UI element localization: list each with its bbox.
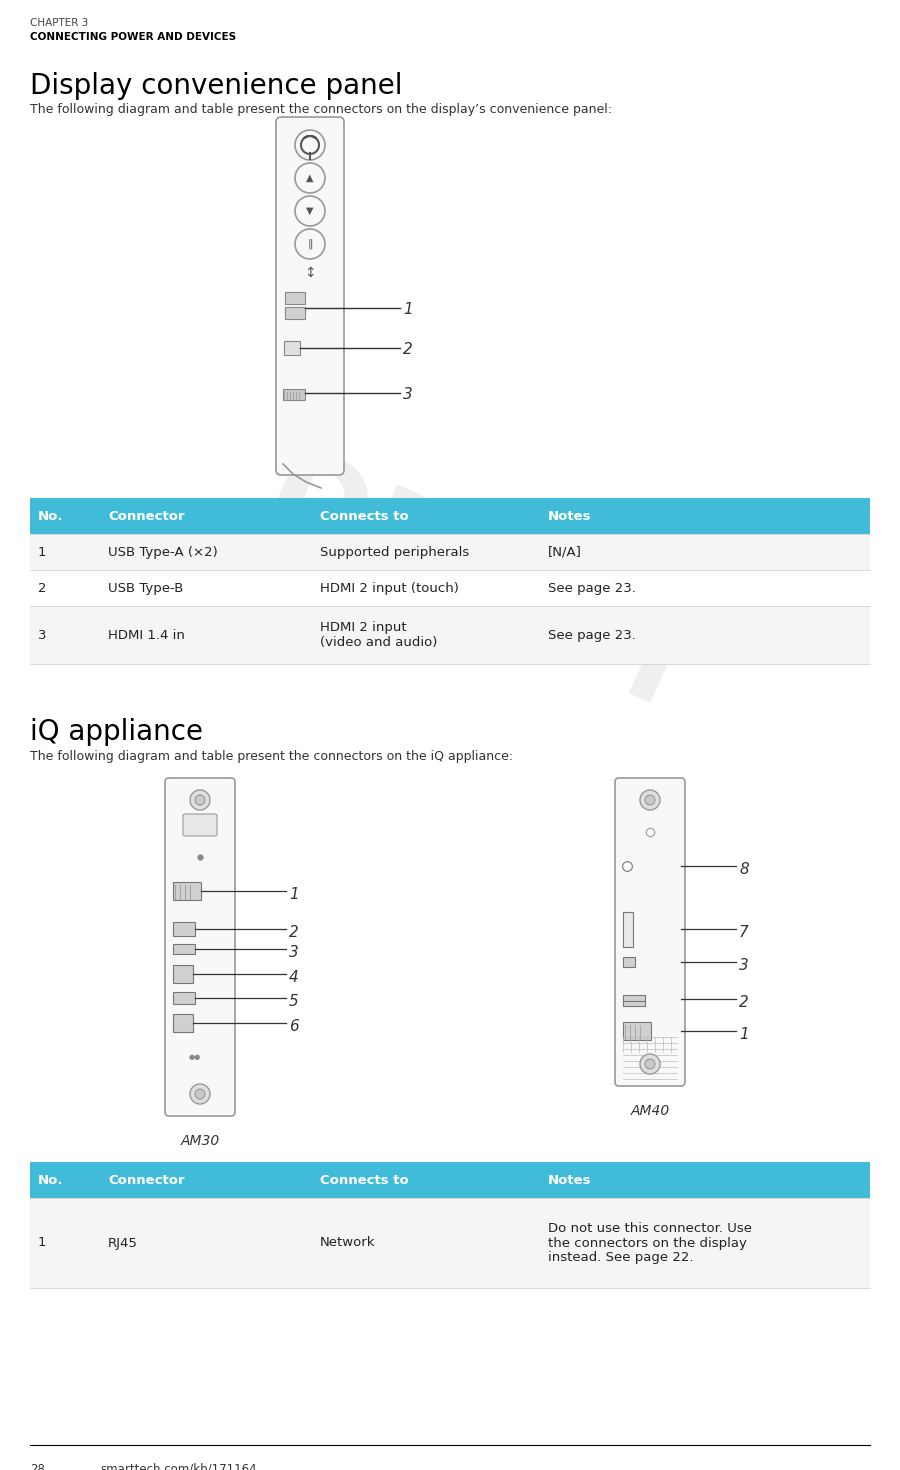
Text: 3: 3 (739, 958, 749, 973)
Bar (623, 995, 645, 1001)
Bar (173, 964, 193, 983)
Bar (173, 1014, 193, 1032)
Circle shape (195, 1089, 205, 1100)
Text: Supported peripherals: Supported peripherals (320, 545, 469, 559)
Text: ↕: ↕ (304, 266, 316, 279)
Bar (30, 1161, 870, 1198)
Text: 8: 8 (739, 861, 749, 878)
Text: Display convenience panel: Display convenience panel (30, 72, 402, 100)
Text: iQ appliance: iQ appliance (30, 717, 203, 745)
Circle shape (295, 163, 325, 193)
Text: ▼: ▼ (306, 206, 314, 216)
FancyBboxPatch shape (183, 814, 217, 836)
Circle shape (295, 229, 325, 259)
Bar (623, 957, 635, 967)
Text: 3: 3 (38, 629, 47, 641)
Circle shape (190, 789, 210, 810)
Text: 1: 1 (38, 1236, 47, 1250)
Text: 5: 5 (289, 994, 299, 1008)
Text: 6: 6 (289, 1019, 299, 1033)
Text: USB Type-B: USB Type-B (108, 582, 184, 594)
Text: Connector: Connector (108, 510, 184, 522)
Text: [N/A]: [N/A] (548, 545, 582, 559)
Bar (30, 534, 870, 570)
Text: Do not use this connector. Use
the connectors on the display
instead. See page 2: Do not use this connector. Use the conne… (548, 1222, 752, 1264)
Text: 2: 2 (38, 582, 47, 594)
Bar (30, 570, 870, 606)
Text: HDMI 1.4 in: HDMI 1.4 in (108, 629, 184, 641)
Text: 1: 1 (289, 886, 299, 903)
Bar (283, 390, 305, 400)
Text: 3: 3 (289, 945, 299, 960)
Bar (30, 498, 870, 534)
Text: See page 23.: See page 23. (548, 629, 636, 641)
Bar (285, 307, 305, 319)
FancyBboxPatch shape (165, 778, 235, 1116)
Circle shape (640, 789, 660, 810)
Bar (173, 944, 195, 954)
Text: 1: 1 (38, 545, 47, 559)
Text: CONNECTING POWER AND DEVICES: CONNECTING POWER AND DEVICES (30, 32, 236, 43)
Bar (623, 1000, 645, 1005)
Text: No.: No. (38, 510, 64, 522)
Text: HDMI 2 input (touch): HDMI 2 input (touch) (320, 582, 459, 594)
Text: 1: 1 (739, 1028, 749, 1042)
Text: Network: Network (320, 1236, 375, 1250)
Text: AM30: AM30 (180, 1133, 220, 1148)
Text: CHAPTER 3: CHAPTER 3 (30, 18, 88, 28)
Text: AM40: AM40 (630, 1104, 670, 1119)
Text: 2: 2 (739, 995, 749, 1010)
FancyBboxPatch shape (615, 778, 685, 1086)
Bar (284, 341, 300, 354)
Bar (623, 1022, 651, 1039)
Text: DRAFT: DRAFT (243, 437, 717, 744)
Circle shape (195, 795, 205, 806)
Text: Connects to: Connects to (320, 1173, 409, 1186)
Circle shape (190, 1083, 210, 1104)
Text: The following diagram and table present the connectors on the display’s convenie: The following diagram and table present … (30, 103, 612, 116)
Text: ‖: ‖ (307, 238, 313, 250)
Bar (30, 606, 870, 664)
Circle shape (640, 1054, 660, 1075)
Circle shape (645, 1058, 655, 1069)
Bar (30, 1198, 870, 1288)
Circle shape (645, 795, 655, 806)
Text: 2: 2 (289, 925, 299, 939)
Text: USB Type-A (×2): USB Type-A (×2) (108, 545, 218, 559)
Bar (173, 992, 195, 1004)
Text: 4: 4 (289, 970, 299, 985)
Circle shape (295, 196, 325, 226)
Bar (173, 882, 201, 900)
Text: RJ45: RJ45 (108, 1236, 138, 1250)
Text: 7: 7 (739, 925, 749, 939)
Text: smarttech.com/kb/171164: smarttech.com/kb/171164 (100, 1463, 256, 1470)
Text: No.: No. (38, 1173, 64, 1186)
Text: ▲: ▲ (306, 173, 314, 182)
Text: The following diagram and table present the connectors on the iQ appliance:: The following diagram and table present … (30, 750, 513, 763)
Text: ●●: ●● (189, 1054, 201, 1060)
Text: Notes: Notes (548, 1173, 591, 1186)
Bar (173, 922, 195, 936)
Text: 3: 3 (403, 387, 413, 401)
Circle shape (295, 129, 325, 160)
FancyBboxPatch shape (276, 118, 344, 475)
Text: 1: 1 (403, 301, 413, 318)
Text: See page 23.: See page 23. (548, 582, 636, 594)
Text: Notes: Notes (548, 510, 591, 522)
Text: HDMI 2 input
(video and audio): HDMI 2 input (video and audio) (320, 620, 437, 648)
Text: 2: 2 (403, 343, 413, 357)
Bar (285, 293, 305, 304)
Text: 28: 28 (30, 1463, 45, 1470)
Text: Connector: Connector (108, 1173, 184, 1186)
Text: Connects to: Connects to (320, 510, 409, 522)
Bar (623, 911, 633, 947)
